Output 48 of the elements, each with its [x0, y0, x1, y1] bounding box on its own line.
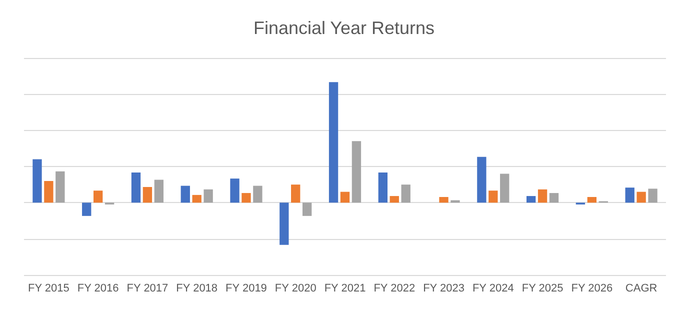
bar [154, 180, 164, 203]
bar [242, 193, 251, 203]
bar [204, 189, 213, 203]
bar [625, 188, 634, 203]
bar [328, 82, 338, 203]
x-tick-label: FY 2017 [126, 282, 168, 294]
bar [32, 159, 42, 203]
bar [180, 186, 190, 203]
bar [352, 141, 362, 203]
x-tick-label: FY 2025 [522, 282, 564, 294]
bar [230, 178, 240, 203]
bar [280, 202, 289, 245]
x-tick-label: FY 2015 [28, 282, 70, 294]
bar [439, 197, 448, 203]
bar [378, 172, 388, 203]
bar [291, 184, 300, 203]
bar [390, 196, 399, 203]
chart-title: Financial Year Returns [253, 18, 435, 38]
bar [526, 196, 536, 203]
bar [253, 186, 262, 203]
bar [44, 180, 54, 203]
bar [500, 174, 510, 203]
bar [477, 156, 486, 203]
bar [192, 194, 202, 203]
bar [93, 190, 103, 203]
bar [131, 172, 141, 203]
bar [142, 186, 152, 203]
bar [340, 192, 350, 203]
bar [636, 192, 646, 203]
x-tick-label: FY 2021 [324, 282, 366, 294]
x-tick-label: FY 2016 [77, 282, 119, 294]
x-tick-label: FY 2026 [571, 282, 613, 294]
bar [648, 188, 658, 203]
bar [401, 184, 410, 203]
bar [587, 197, 597, 203]
x-tick-label: FY 2023 [423, 282, 464, 294]
bar [549, 193, 559, 203]
x-tick-label: CAGR [625, 282, 658, 294]
x-tick-label: FY 2022 [374, 282, 416, 294]
x-tick-label: FY 2020 [274, 282, 316, 294]
x-tick-label: FY 2024 [472, 282, 514, 294]
bar [488, 190, 498, 203]
bar [302, 202, 312, 216]
bar [82, 202, 92, 216]
bar [56, 171, 65, 203]
x-tick-label: FY 2019 [226, 282, 267, 294]
x-tick-label: FY 2018 [176, 282, 218, 294]
bar [538, 189, 548, 203]
